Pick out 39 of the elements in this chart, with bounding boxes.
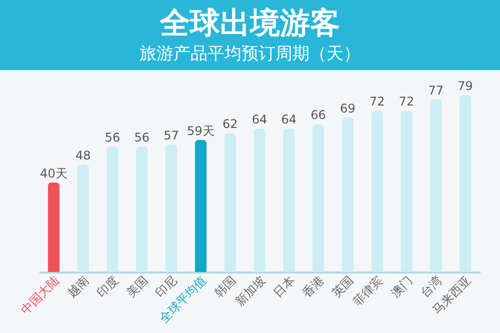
bar — [400, 110, 412, 272]
data-label: 79 — [458, 79, 473, 93]
data-label: 57 — [164, 128, 179, 142]
bar — [430, 99, 442, 272]
bar — [106, 146, 118, 272]
bar — [77, 164, 89, 272]
bar — [136, 146, 148, 272]
data-label: 62 — [222, 117, 238, 132]
bar — [371, 110, 383, 272]
data-label: 48 — [75, 148, 91, 162]
bar — [254, 128, 266, 272]
data-label: 64 — [281, 112, 297, 127]
data-label: 77 — [428, 83, 444, 98]
x-tick-label: 中国大陆 — [18, 273, 62, 317]
bar — [224, 133, 236, 272]
x-tick-label: 香港 — [300, 273, 327, 300]
data-label: 69 — [340, 101, 356, 116]
x-tick-label: 澳门 — [388, 273, 415, 300]
data-label: 72 — [369, 94, 385, 109]
data-label: 59天 — [187, 124, 214, 138]
data-label: 64 — [252, 112, 268, 127]
bar — [194, 140, 207, 272]
bar — [342, 117, 354, 272]
data-label: 56 — [134, 130, 150, 145]
bar — [48, 182, 60, 272]
x-tick-label: 日本 — [270, 273, 298, 300]
x-tick-label: 越南 — [64, 273, 92, 300]
x-tick-label: 印度 — [94, 273, 121, 300]
data-label: 40天 — [40, 166, 68, 180]
bar — [312, 124, 324, 272]
data-label: 72 — [398, 94, 414, 109]
chart-subtitle: 旅游产品平均预订周期（天） — [138, 43, 362, 66]
chart-title: 全球出境游客 — [158, 5, 341, 42]
x-tick-label: 美国 — [124, 273, 150, 300]
data-label: 56 — [104, 130, 120, 145]
bar — [283, 128, 295, 272]
data-label: 66 — [310, 108, 326, 122]
bar — [165, 144, 178, 272]
bar — [459, 95, 472, 272]
